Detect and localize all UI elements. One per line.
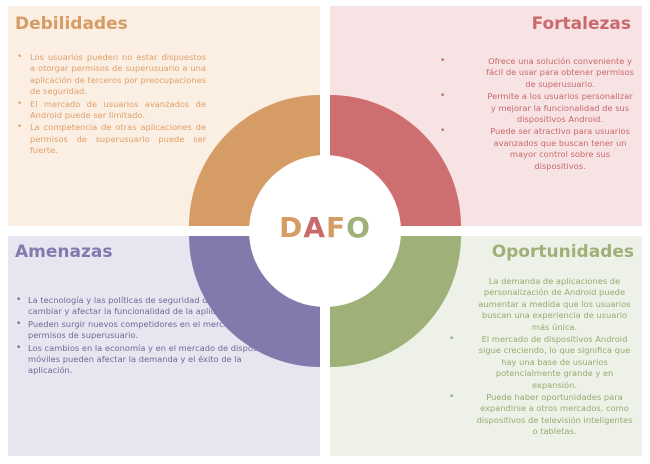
debilidades-title: Debilidades (15, 14, 128, 34)
amenazas-ring-segment (189, 236, 320, 367)
oportunidades-item: El mercado de dispositivos Android sigue… (449, 334, 636, 391)
debilidades-list: Los usuarios pueden no estar dispuestos … (17, 52, 206, 158)
dafo-letter-f: F (325, 211, 347, 244)
debilidades-item: Los usuarios pueden no estar dispuestos … (17, 52, 206, 98)
fortalezas-title: Fortalezas (531, 14, 631, 34)
fortalezas-item: Permite a los usuarios personalizar y me… (440, 91, 636, 125)
fortalezas-item: Ofrece una solución conveniente y fácil … (440, 56, 636, 90)
amenazas-item: Los cambios en la economía y en el merca… (16, 343, 283, 377)
debilidades-item: El mercado de usuarios avanzados de Andr… (17, 99, 206, 122)
dafo-center-label: DAFO (250, 210, 400, 246)
fortalezas-list: Ofrece una solución conveniente y fácil … (440, 56, 636, 173)
oportunidades-title: Oportunidades (491, 242, 634, 262)
oportunidades-list: La demanda de aplicaciones de personaliz… (449, 276, 636, 439)
oportunidades-item: Puede haber oportunidades para expandirs… (449, 392, 636, 438)
dafo-letter-d: D (279, 211, 304, 244)
amenazas-item: La tecnología y las políticas de segurid… (16, 295, 283, 318)
dafo-letter-a: A (303, 211, 326, 244)
oportunidades-ring-segment (330, 236, 461, 367)
fortalezas-ring-segment (330, 95, 461, 226)
amenazas-title: Amenazas (15, 242, 113, 262)
debilidades-ring-segment (189, 95, 320, 226)
fortalezas-item: Puede ser atractivo para usuarios avanza… (440, 126, 636, 172)
fortalezas-panel: Fortalezas Ofrece una solución convenien… (330, 6, 642, 226)
center-circle (249, 155, 401, 307)
amenazas-item: Pueden surgir nuevos competidores en el … (16, 319, 283, 342)
amenazas-list: La tecnología y las políticas de segurid… (16, 295, 283, 378)
dafo-letter-o: O (346, 211, 371, 244)
debilidades-item: La competencia de otras aplicaciones de … (17, 122, 206, 156)
